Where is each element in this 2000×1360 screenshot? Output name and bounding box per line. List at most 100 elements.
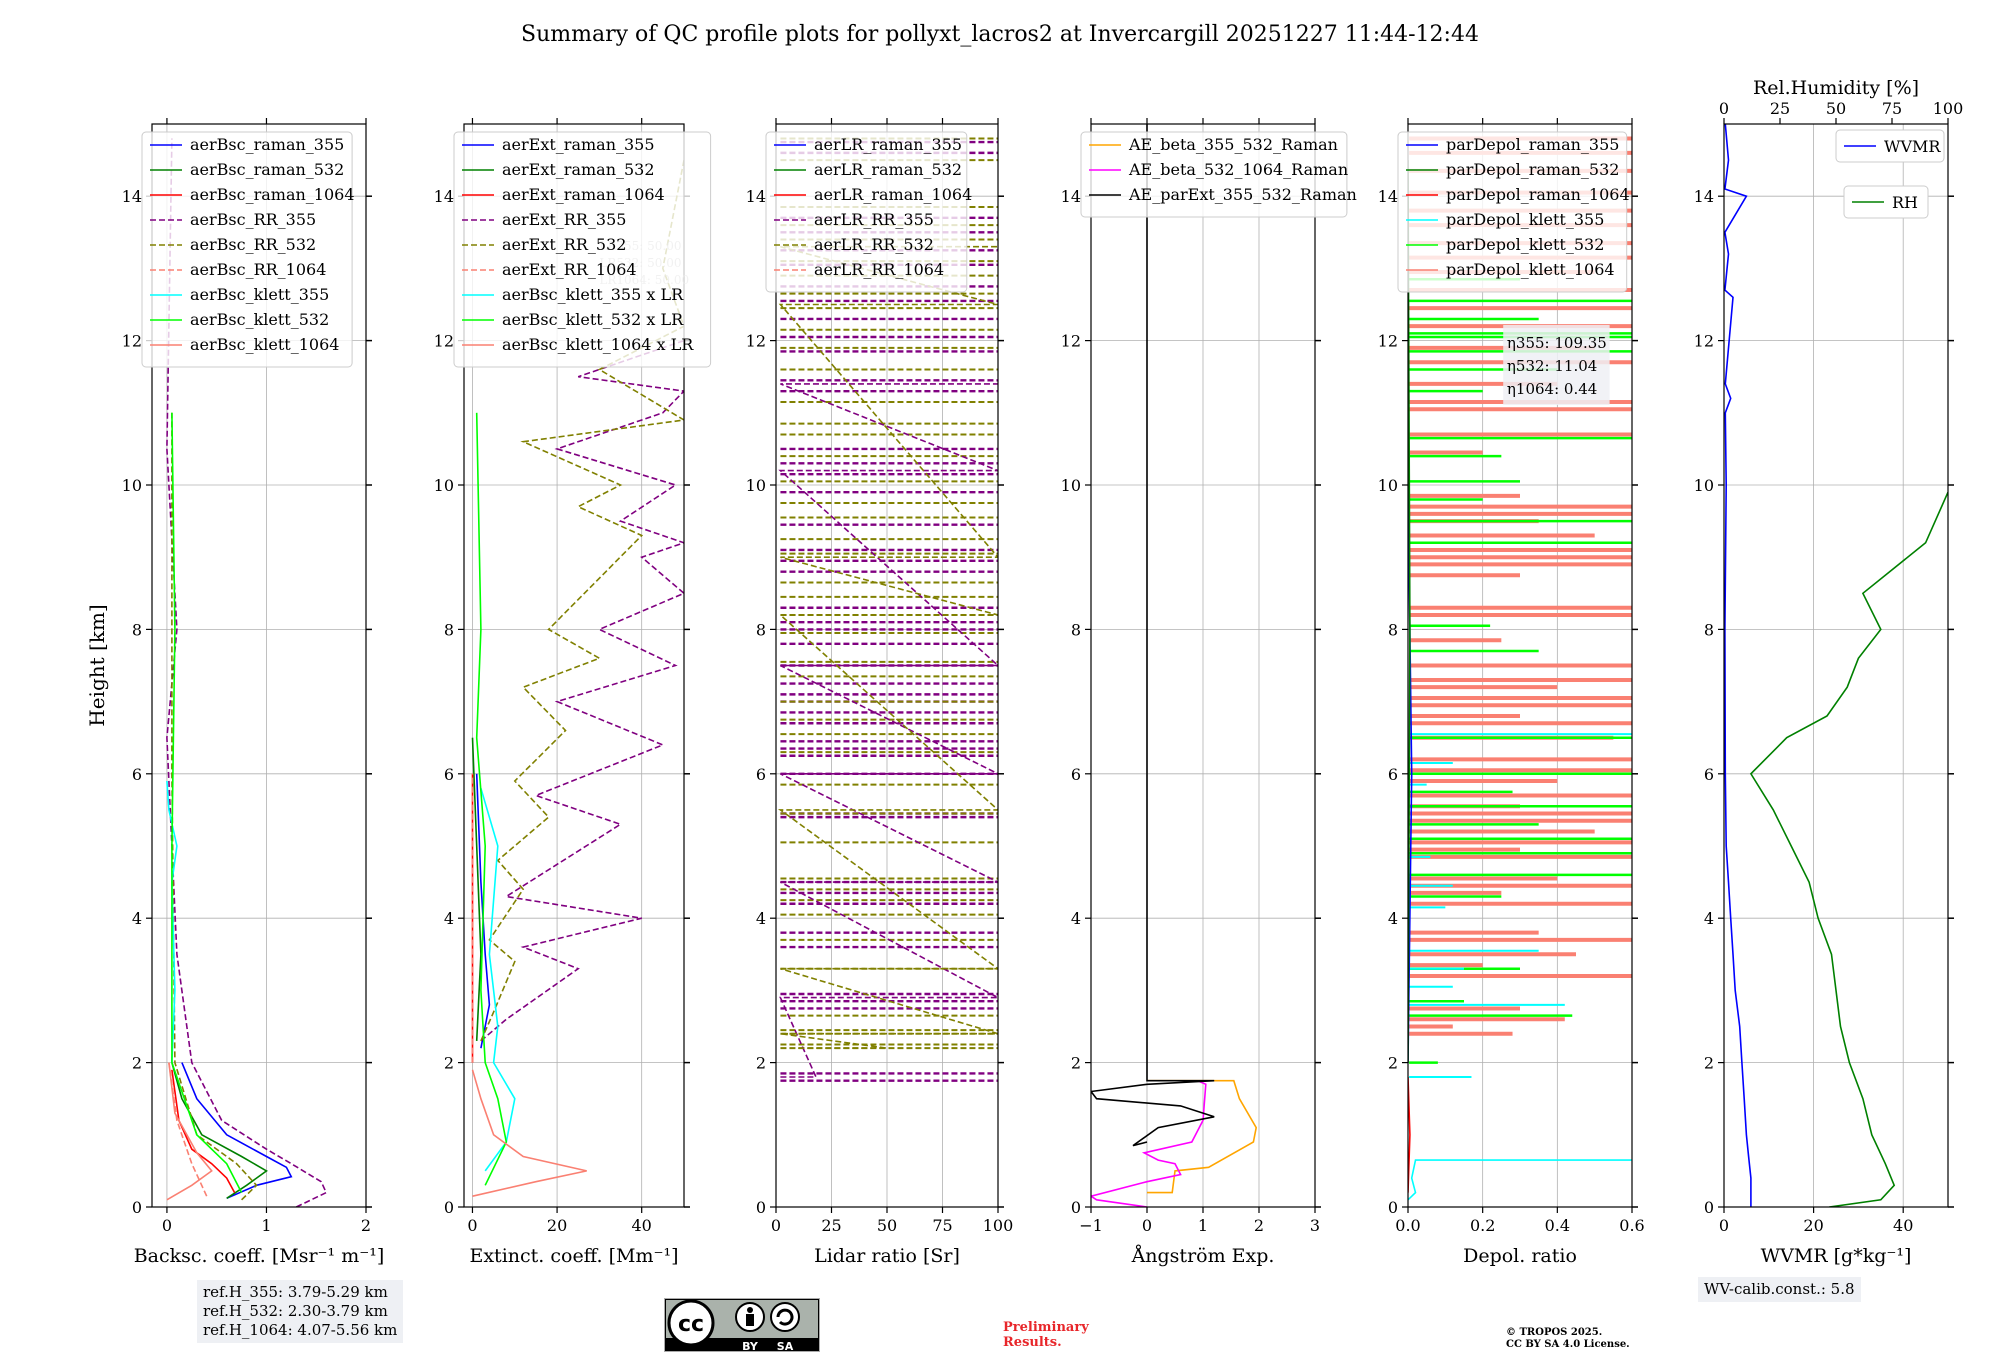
panel-depol: 0.0 0.2 0.4 0.6 0 2 4 6 8 10 12 14 Depol. ratio η355:…	[1378, 118, 1645, 1267]
series-aerBsc_RR_355	[166, 138, 328, 1207]
legend-label: aerExt_RR_532	[502, 235, 626, 254]
series-AE_beta_532_1064_Raman	[1091, 1079, 1207, 1207]
x-tick-label: 1	[261, 1216, 271, 1235]
x-tick-label: 0	[1719, 1216, 1729, 1235]
legend-label: aerExt_raman_532	[502, 160, 655, 179]
series-aerBsc_klett_1064 x LR	[471, 1069, 587, 1197]
y-tick-label: 8	[1071, 620, 1081, 639]
figure-title: Summary of QC profile plots for pollyxt_…	[521, 22, 1479, 47]
y-tick-label: 10	[1378, 476, 1398, 495]
series-aerExt_raman_532	[471, 737, 482, 1041]
eta-box	[1503, 325, 1610, 405]
series-aerBsc_klett_532 x LR	[475, 412, 508, 1186]
panel-wv: 0 20 40 0 2 4 6 8 10 12 14 WVMR [g*kg⁻¹] 0 25 50 75 100 R…	[1694, 77, 1964, 1267]
x-tick-label: 50	[877, 1216, 897, 1235]
y-tick-label: 6	[1071, 765, 1081, 784]
y-tick-label: 4	[756, 909, 766, 928]
legend-box	[453, 131, 712, 368]
x-tick-label: 20	[1803, 1216, 1823, 1235]
sa-share-icon	[770, 1302, 800, 1332]
series-parDepol_raman_1064	[1408, 1076, 1411, 1193]
legend-label: aerBsc_klett_355 x LR	[502, 285, 684, 304]
legend-label: aerBsc_raman_1064	[190, 185, 355, 204]
series-aerBsc_klett_1064	[166, 1062, 213, 1201]
series-RH	[1749, 491, 1948, 1207]
legend-label: aerLR_RR_1064	[814, 260, 944, 279]
eta-label: η355: 109.35	[1507, 334, 1607, 352]
y-tick-label: 0	[756, 1198, 766, 1217]
y-tick-label: 14	[1694, 187, 1714, 206]
x-tick-label: 0	[467, 1216, 477, 1235]
ref-height-532: ref.H_532: 2.30-3.79 km	[203, 1302, 388, 1320]
axes-frame	[463, 123, 685, 1208]
plot-area-wv	[1724, 124, 1948, 1207]
y-tick-label: 0	[1071, 1198, 1081, 1217]
series-AE_beta_355_532_Raman	[1147, 1079, 1258, 1194]
y-tick-label: 14	[122, 187, 142, 206]
series-aerBsc_raman_1064	[171, 1069, 236, 1193]
eta-label: η1064: 0.44	[1507, 380, 1597, 398]
legend-label: aerBsc_klett_532	[190, 310, 329, 329]
legend-label: aerExt_raman_355	[502, 135, 655, 154]
legend-label: parDepol_klett_1064	[1446, 260, 1615, 279]
legend-box	[141, 131, 353, 368]
legend-label: aerBsc_klett_532 x LR	[502, 310, 684, 329]
legend-box	[1397, 131, 1628, 293]
y-tick-label: 0	[1388, 1198, 1398, 1217]
y-tick-label: 0	[132, 1198, 142, 1217]
x-tick-label: 1	[1198, 1216, 1208, 1235]
y-tick-label: 6	[756, 765, 766, 784]
legend-label: AE_parExt_355_532_Raman	[1128, 185, 1357, 204]
series-aerLR_RR_532	[777, 245, 998, 1049]
legend-label: aerBsc_raman_355	[190, 135, 344, 154]
x-tick-label: 3	[1310, 1216, 1320, 1235]
series-aerExt_RR_355	[480, 339, 684, 1042]
legend-wv: WVMR RH	[1835, 129, 1945, 219]
sa-label: SA	[777, 1340, 794, 1352]
y-tick-label: 2	[444, 1054, 454, 1073]
series-aerBsc_raman_355	[181, 1062, 293, 1200]
x2-tick-label: 50	[1826, 99, 1846, 118]
x2-tick-label: 100	[1933, 99, 1964, 118]
legend-box	[1835, 129, 1945, 163]
legend-box	[765, 131, 968, 293]
y-tick-label: 4	[1704, 909, 1714, 928]
y-tick-label: 2	[1704, 1054, 1714, 1073]
legend-label: aerBsc_klett_1064 x LR	[502, 335, 694, 354]
y-tick-label: 4	[1388, 909, 1398, 928]
x-tick-label: 20	[547, 1216, 567, 1235]
y-tick-label: 6	[1388, 765, 1398, 784]
series-aerBsc_RR_1064	[168, 1062, 208, 1197]
legend-ae: AE_beta_355_532_Raman AE_beta_532_1064_Ra…	[1080, 131, 1357, 218]
legend-label: parDepol_raman_532	[1446, 160, 1619, 179]
series-aerBsc_raman_532	[171, 1062, 268, 1199]
cc-badge-text: cc	[678, 1312, 704, 1337]
y-tick-label: 2	[1388, 1054, 1398, 1073]
legend-label: WVMR	[1884, 137, 1941, 156]
legend-ext: aerExt_raman_355 aerExt_raman_532 aerExt_r…	[453, 131, 712, 368]
y-tick-label: 8	[1388, 620, 1398, 639]
y-tick-label: 2	[1071, 1054, 1081, 1073]
y-tick-label: 14	[434, 187, 454, 206]
legend-label: aerLR_raman_532	[814, 160, 962, 179]
x-tick-label: 0.4	[1545, 1216, 1570, 1235]
y-tick-label: 12	[746, 332, 766, 351]
legend-label: aerLR_raman_1064	[814, 185, 972, 204]
x2-tick-label: 75	[1882, 99, 1902, 118]
plot-area-ae	[1091, 124, 1315, 1207]
series-aerLR_RR_355	[778, 383, 998, 1078]
legend-label: aerBsc_klett_1064	[190, 335, 339, 354]
legend-label: parDepol_raman_355	[1446, 135, 1619, 154]
x-tick-label: 0.2	[1470, 1216, 1495, 1235]
x-tick-label: 40	[1893, 1216, 1913, 1235]
legend-label: aerLR_RR_355	[814, 210, 934, 229]
x-tick-label: 0	[771, 1216, 781, 1235]
x-axis-label: Extinct. coeff. [Mm⁻¹]	[469, 1245, 678, 1267]
legend-depol: parDepol_raman_355 parDepol_raman_532 parD…	[1397, 131, 1630, 293]
axes-frame	[1723, 123, 1949, 1208]
y-tick-label: 8	[1704, 620, 1714, 639]
series-aerBsc_klett_355	[166, 780, 178, 1063]
y-tick-label: 0	[1704, 1198, 1714, 1217]
